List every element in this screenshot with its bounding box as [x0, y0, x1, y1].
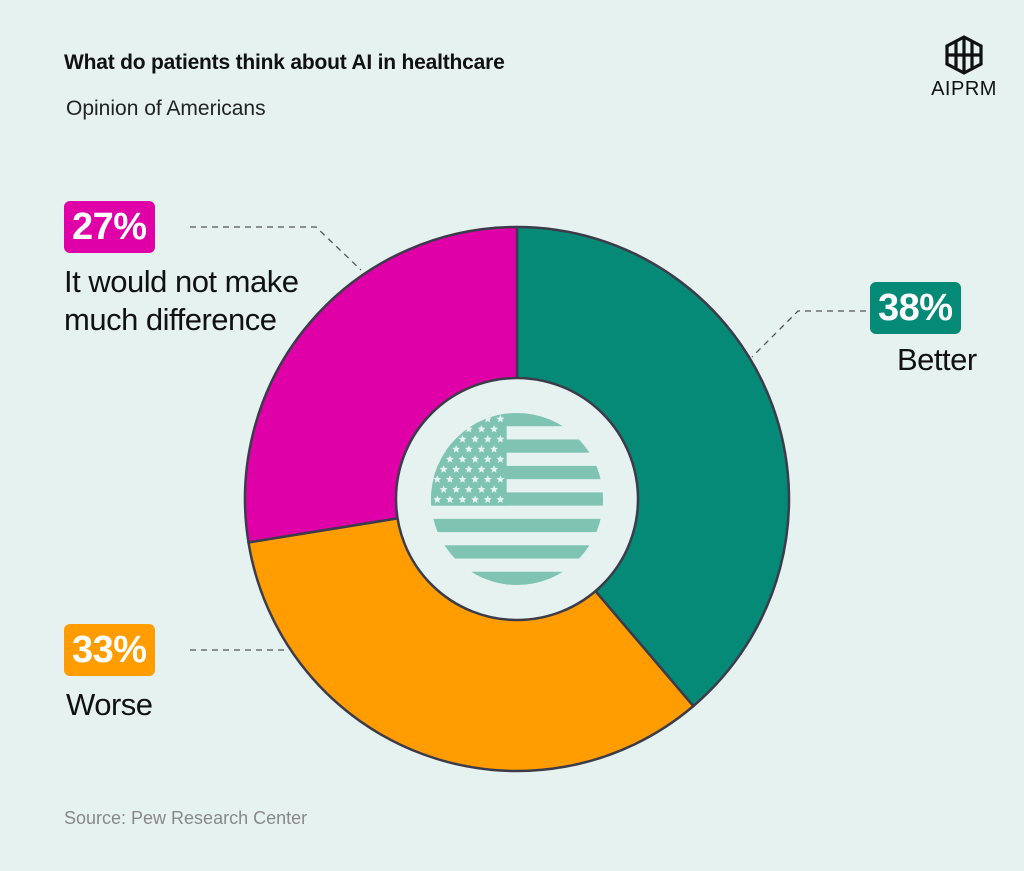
slice-worse [247, 497, 695, 773]
no-difference-percent-badge: 27% [64, 201, 155, 253]
source-note: Source: Pew Research Center [64, 808, 308, 828]
no-difference-label-line2: much difference [64, 302, 277, 337]
better-label: Better [897, 342, 977, 377]
no-difference-label-line1: It would not make [64, 264, 299, 299]
better-percent-badge: 38% [870, 282, 961, 334]
aiprm-logo-icon [945, 35, 983, 75]
chart-title: What do patients think about AI in healt… [64, 51, 505, 74]
logo-text: AIPRM [931, 78, 997, 100]
leader-line-no-difference [190, 226, 362, 271]
worse-label: Worse [66, 687, 153, 722]
slice-better [515, 225, 791, 708]
aiprm-logo: AIPRM [926, 33, 1002, 103]
worse-percent-badge: 33% [64, 624, 155, 676]
leader-line-better [751, 310, 866, 358]
chart-subtitle: Opinion of Americans [66, 97, 266, 120]
